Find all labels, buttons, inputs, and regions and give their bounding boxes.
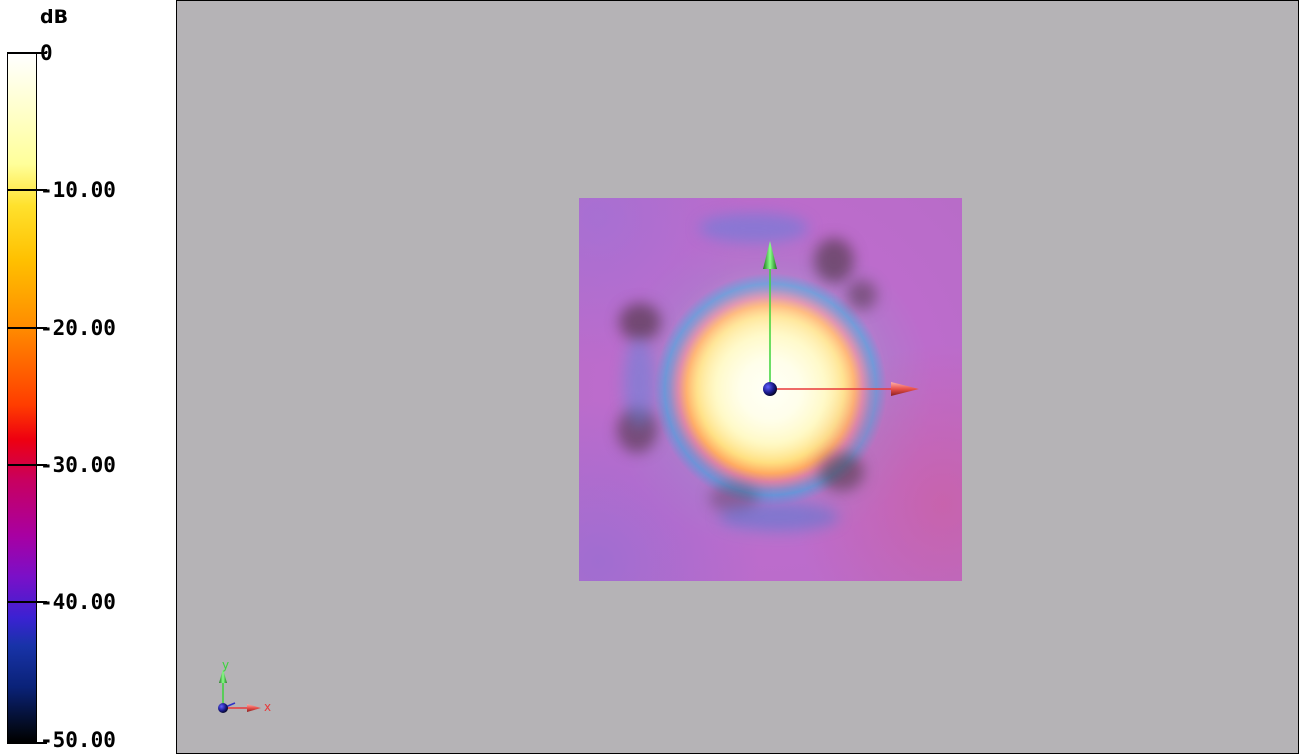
colorbar-tick-label: -30.00 [40, 453, 116, 477]
colorbar-tick [7, 52, 47, 54]
colorbar-panel: dB 0 -10.00 -20.00 -30.00 -40.00 -50.00 [0, 0, 176, 754]
field-blob [719, 503, 839, 531]
colorbar-tick [7, 189, 47, 191]
colorbar-gradient [7, 53, 37, 743]
orientation-triad: y x [218, 658, 271, 714]
3d-viewport[interactable]: y x [176, 0, 1299, 754]
origin-sphere [763, 382, 777, 396]
x-axis-arrow [891, 382, 919, 396]
colorbar-tick-label: 0 [40, 41, 53, 65]
field-blob [619, 303, 661, 341]
main-axes: y x [218, 241, 919, 714]
colorbar-tick-label: -50.00 [40, 728, 116, 752]
colorbar-tick [7, 464, 47, 466]
triad-x-label: x [264, 700, 271, 714]
y-axis-arrow [763, 241, 777, 269]
colorbar-tick-label: -40.00 [40, 590, 116, 614]
field-blob [819, 453, 864, 491]
triad-y-label: y [222, 658, 229, 672]
field-core [689, 298, 854, 463]
colorbar-tick [7, 327, 47, 329]
field-blob [624, 338, 654, 428]
field-blob [699, 213, 809, 243]
colorbar-tick-label: -20.00 [40, 316, 116, 340]
colorbar-tick [7, 601, 47, 603]
colorbar-unit-label: dB [40, 6, 69, 28]
field-blob [814, 238, 854, 283]
colorbar-tick-label: -10.00 [40, 178, 116, 202]
field-blob [617, 408, 657, 453]
colorbar-tick [7, 742, 47, 744]
field-blob [847, 280, 877, 310]
